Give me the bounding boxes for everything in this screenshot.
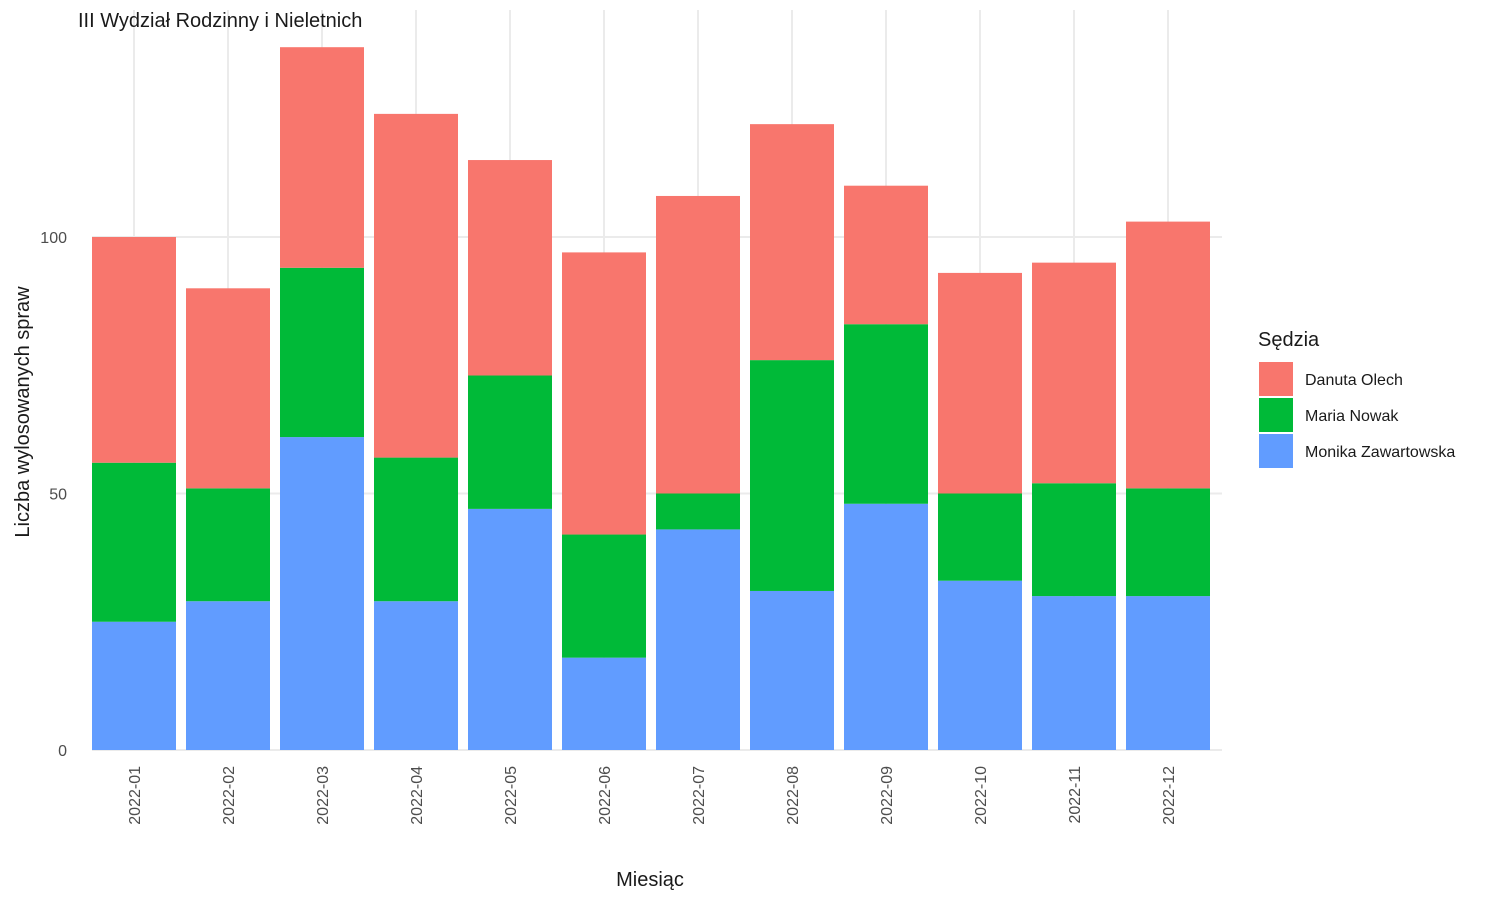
x-tick-label: 2022-11 [1067,766,1084,824]
bar-segment [562,534,646,658]
bar-segment [374,457,458,602]
x-tick-label: 2022-06 [597,766,614,825]
x-tick-label: 2022-04 [409,766,426,825]
bar-segment [1032,262,1116,484]
legend: Sędzia Danuta Olech Maria Nowak Monika Zaw… [1258,329,1455,468]
bar-segment [750,590,834,750]
bar-segment [468,160,552,376]
y-tick-label: 100 [40,230,67,247]
y-axis-ticks: 0 50 100 [40,230,67,760]
x-tick-label: 2022-10 [973,766,990,825]
x-tick-label: 2022-08 [785,766,802,825]
bar-segment [186,288,270,489]
bar-segment [1126,596,1210,750]
legend-key [1259,398,1293,432]
x-tick-label: 2022-02 [221,766,238,825]
bar-segment [1126,221,1210,489]
bar-segment [750,360,834,591]
bar-segment [280,267,364,438]
x-tick-label: 2022-12 [1161,766,1178,825]
bar-segment [374,601,458,750]
bar-segment [938,272,1022,494]
bar-segment [92,237,176,463]
bar-segment [562,657,646,750]
y-tick-label: 0 [58,743,67,760]
bar-segment [92,621,176,750]
bar-segment [1032,483,1116,597]
bar-segment [1126,488,1210,597]
bar-segment [280,47,364,268]
bar-segment [92,462,176,622]
bar-segment [938,580,1022,750]
bar-segment [468,375,552,509]
bar-segment [844,185,928,325]
bar-segment [374,113,458,458]
y-axis-title: Liczba wylosowanych spraw [12,286,34,538]
x-tick-label: 2022-07 [691,766,708,825]
bar-segment [186,601,270,750]
x-axis-ticks: 2022-01 2022-02 2022-03 2022-04 2022-05 2022-… [127,766,1178,825]
x-tick-label: 2022-09 [879,766,896,825]
bar-segment [750,124,834,361]
legend-key [1259,362,1293,396]
chart-title: III Wydział Rodzinny i Nieletnich [78,10,362,32]
bar-segment [844,503,928,750]
bar-segment [656,493,740,530]
y-tick-label: 50 [49,487,67,504]
bar-segment [468,508,552,750]
bars [92,47,1210,750]
bar-segment [562,252,646,535]
bar-segment [656,195,740,494]
bar-segment [280,437,364,750]
bar-segment [656,529,740,750]
x-tick-label: 2022-01 [127,766,144,825]
bar-segment [938,493,1022,581]
legend-label: Maria Nowak [1305,408,1399,425]
bar-segment [186,488,270,602]
x-tick-label: 2022-05 [503,766,520,825]
x-tick-label: 2022-03 [315,766,332,825]
bar-segment [844,324,928,504]
legend-label: Danuta Olech [1305,372,1403,389]
bar-segment [1032,596,1116,750]
legend-label: Monika Zawartowska [1305,444,1455,461]
x-axis-title: Miesiąc [616,869,684,891]
legend-title: Sędzia [1258,329,1320,351]
legend-key [1259,434,1293,468]
